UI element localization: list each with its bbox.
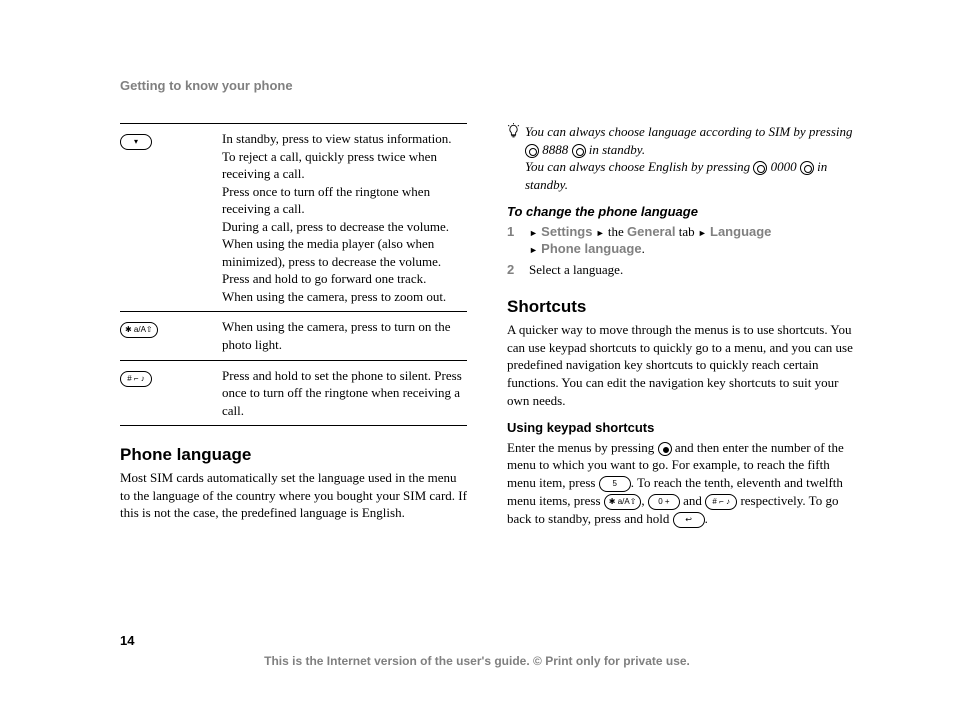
tip-block: You can always choose language according… — [507, 123, 854, 193]
change-language-heading: To change the phone language — [507, 203, 854, 221]
keypad-shortcuts-heading: Using keypad shortcuts — [507, 419, 854, 437]
table-row: ✱ a/A⇧ When using the camera, press to t… — [120, 311, 467, 359]
footer-text: This is the Internet version of the user… — [0, 654, 954, 668]
tip-text: You can always choose language according… — [525, 123, 854, 193]
step-body: Select a language. — [529, 261, 623, 279]
page-header: Getting to know your phone — [120, 78, 854, 93]
step-body: ► Settings ► the General tab ► Language … — [529, 223, 771, 258]
shortcuts-body: A quicker way to move through the menus … — [507, 321, 854, 409]
keypad-shortcuts-body: Enter the menus by pressing and then ent… — [507, 439, 854, 528]
hash-key-icon: # ⌐ ♪ — [120, 371, 152, 387]
step-number: 2 — [507, 261, 529, 279]
step-number: 1 — [507, 223, 529, 258]
key-table: ▾ In standby, press to view status infor… — [120, 123, 467, 426]
table-row: ▾ In standby, press to view status infor… — [120, 123, 467, 311]
key-cell: ✱ a/A⇧ — [120, 318, 222, 353]
page-number: 14 — [120, 633, 134, 648]
steps-list: 1 ► Settings ► the General tab ► Languag… — [507, 223, 854, 279]
left-column: ▾ In standby, press to view status infor… — [120, 123, 467, 528]
lightbulb-icon — [507, 123, 525, 193]
key-0-icon: 0 + — [648, 494, 680, 510]
shortcuts-heading: Shortcuts — [507, 296, 854, 319]
list-item: 2 Select a language. — [507, 261, 854, 279]
desc-cell: In standby, press to view status informa… — [222, 130, 467, 305]
nav-key-icon — [800, 161, 814, 175]
key-5-icon: 5 — [599, 476, 631, 492]
star-key-icon: ✱ a/A⇧ — [120, 322, 158, 338]
volume-down-key-icon: ▾ — [120, 134, 152, 150]
back-key-icon: ↩ — [673, 512, 705, 528]
list-item: 1 ► Settings ► the General tab ► Languag… — [507, 223, 854, 258]
desc-cell: When using the camera, press to turn on … — [222, 318, 467, 353]
star-key-icon: ✱ a/A⇧ — [604, 494, 642, 510]
table-row: # ⌐ ♪ Press and hold to set the phone to… — [120, 360, 467, 427]
nav-key-icon — [572, 144, 586, 158]
hash-key-icon: # ⌐ ♪ — [705, 494, 737, 510]
phone-language-heading: Phone language — [120, 444, 467, 467]
content-columns: ▾ In standby, press to view status infor… — [120, 123, 854, 528]
right-column: You can always choose language according… — [507, 123, 854, 528]
key-cell: # ⌐ ♪ — [120, 367, 222, 420]
desc-cell: Press and hold to set the phone to silen… — [222, 367, 467, 420]
key-cell: ▾ — [120, 130, 222, 305]
nav-key-icon — [525, 144, 539, 158]
center-key-icon — [658, 442, 672, 456]
phone-language-body: Most SIM cards automatically set the lan… — [120, 469, 467, 522]
nav-key-icon — [753, 161, 767, 175]
